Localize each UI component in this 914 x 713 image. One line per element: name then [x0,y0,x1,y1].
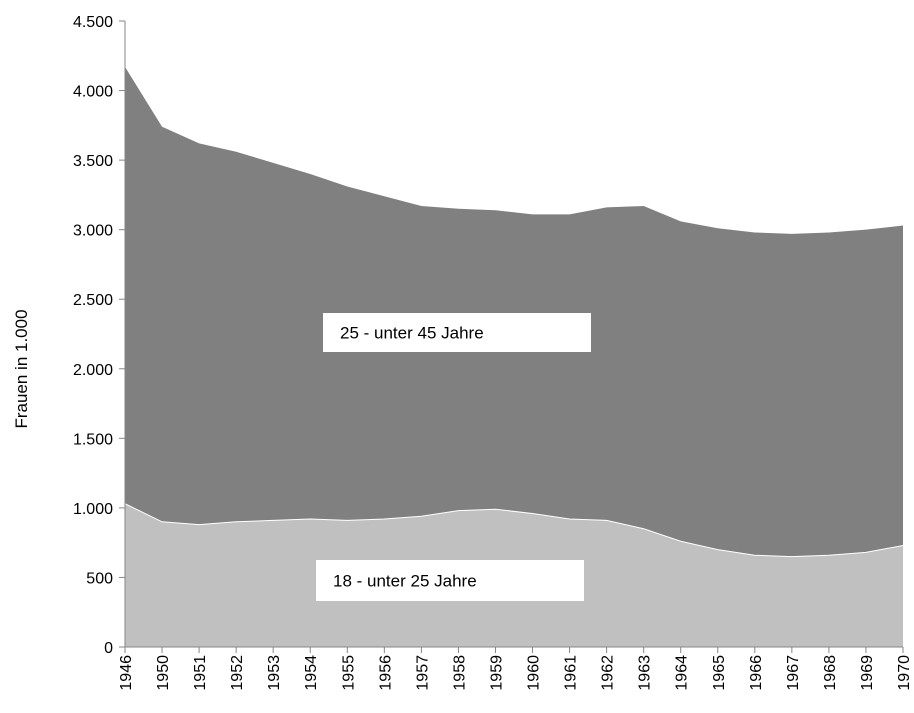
x-tick-label: 1965 [711,655,728,691]
area-series-25-unter-45-jahre [125,66,903,557]
y-tick-label: 500 [86,570,113,587]
y-axis-title: Frauen in 1.000 [12,309,31,428]
x-tick-label: 1957 [414,655,431,691]
y-tick-label: 3.500 [73,153,113,170]
x-tick-label: 1950 [155,655,172,691]
x-tick-label: 1946 [118,655,135,691]
x-tick-label: 1956 [377,655,394,691]
x-tick-label: 1963 [637,655,654,691]
series-label-text: 18 - unter 25 Jahre [333,572,477,591]
x-tick-label: 1954 [303,655,320,691]
series-label-box [323,313,591,352]
x-tick-label: 1955 [340,655,357,691]
series-label-18-unter-25-jahre: 18 - unter 25 Jahre [316,560,584,601]
y-tick-label: 1.000 [73,501,113,518]
x-tick-label: 1959 [488,655,505,691]
y-tick-label: 2.000 [73,362,113,379]
y-tick-label: 4.500 [73,14,113,31]
x-tick-label: 1951 [192,655,209,691]
x-tick-label: 1964 [674,655,691,691]
y-tick-label: 4.000 [73,84,113,101]
y-tick-label: 1.500 [73,431,113,448]
x-tick-label: 1967 [785,655,802,691]
series-label-text: 25 - unter 45 Jahre [340,324,484,343]
x-tick-label: 1966 [748,655,765,691]
x-tick-label: 1960 [526,655,543,691]
x-tick-label: 1968 [822,655,839,691]
x-tick-label: 1958 [451,655,468,691]
x-tick-label: 1970 [896,655,913,691]
y-tick-label: 3.000 [73,223,113,240]
series-label-box [316,560,584,601]
y-tick-label: 0 [104,640,113,657]
y-tick-label: 2.500 [73,292,113,309]
x-tick-label: 1953 [266,655,283,691]
series-label-25-unter-45-jahre: 25 - unter 45 Jahre [323,313,591,352]
x-tick-label: 1952 [229,655,246,691]
x-tick-label: 1961 [563,655,580,691]
x-tick-label: 1962 [600,655,617,691]
x-tick-label: 1969 [859,655,876,691]
series-boundary-line [124,503,904,558]
